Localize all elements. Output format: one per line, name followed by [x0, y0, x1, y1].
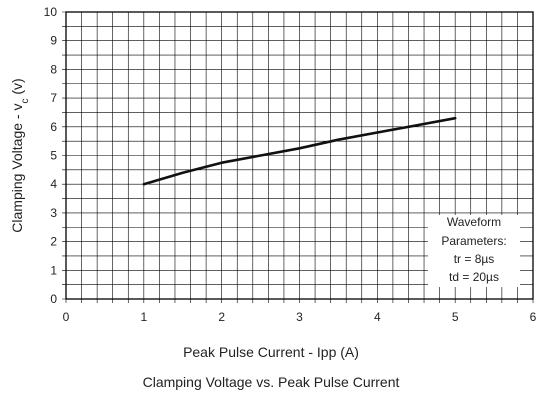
y-axis-title: Clamping Voltage - vc (v): [9, 78, 31, 232]
note-line-tr: tr = 8µs: [454, 252, 495, 266]
waveform-parameters-note: Waveform Parameters: tr = 8µs td = 20µs: [428, 215, 520, 287]
y-tick-label: 4: [50, 177, 57, 191]
y-tick-label: 9: [50, 34, 57, 48]
tick-labels: 0 1 2 3 4 5 6 0 1 2 3 4 5 6 7 8 9 10: [44, 5, 537, 324]
x-tick-label: 4: [374, 310, 381, 324]
figure-caption: Clamping Voltage vs. Peak Pulse Current: [143, 374, 400, 390]
x-tick-label: 1: [140, 310, 147, 324]
data-series: [142, 116, 457, 186]
x-tick-label: 6: [530, 310, 537, 324]
x-tick-label: 5: [452, 310, 459, 324]
note-line-td: td = 20µs: [449, 270, 499, 284]
y-axis-title-main: Clamping Voltage - v: [9, 104, 25, 233]
y-tick-label: 1: [50, 263, 57, 277]
note-line-waveform: Waveform: [447, 215, 501, 229]
note-background: [428, 215, 520, 287]
y-tick-label: 6: [50, 120, 57, 134]
y-tick-label: 7: [50, 91, 57, 105]
x-tick-label: 0: [63, 310, 70, 324]
note-line-parameters: Parameters:: [441, 234, 506, 248]
y-tick-label: 3: [50, 206, 57, 220]
y-tick-label: 0: [50, 292, 57, 306]
series-line: [142, 116, 457, 186]
y-axis-title-unit: (v): [9, 78, 25, 98]
y-tick-label: 5: [50, 149, 57, 163]
x-axis-title: Peak Pulse Current - Ipp (A): [183, 344, 359, 360]
y-axis-title-subscript: c: [20, 99, 31, 104]
x-tick-label: 3: [296, 310, 303, 324]
plot-area-frame: [65, 11, 534, 300]
x-tick-label: 2: [218, 310, 225, 324]
y-tick-label: 2: [50, 235, 57, 249]
y-tick-label: 10: [44, 5, 58, 19]
y-tick-label: 8: [50, 62, 57, 76]
